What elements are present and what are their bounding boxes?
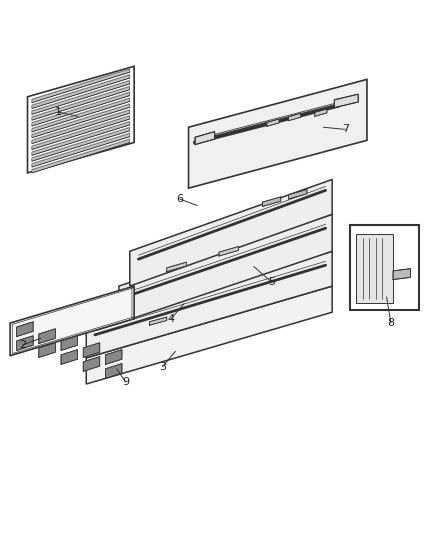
Text: 3: 3 <box>159 361 166 372</box>
Polygon shape <box>119 214 332 323</box>
Polygon shape <box>167 262 186 272</box>
Polygon shape <box>86 251 332 358</box>
Text: 7: 7 <box>342 124 349 134</box>
Polygon shape <box>10 286 134 356</box>
Polygon shape <box>86 286 332 384</box>
Polygon shape <box>267 119 279 126</box>
Polygon shape <box>17 336 33 351</box>
Polygon shape <box>83 357 100 372</box>
Text: 9: 9 <box>122 377 129 387</box>
Polygon shape <box>32 86 130 120</box>
Text: 5: 5 <box>268 277 275 287</box>
Polygon shape <box>32 127 130 161</box>
Polygon shape <box>106 364 122 378</box>
Polygon shape <box>32 80 130 115</box>
Polygon shape <box>289 189 307 199</box>
Polygon shape <box>32 116 130 149</box>
Polygon shape <box>130 180 332 286</box>
Polygon shape <box>32 75 130 109</box>
Polygon shape <box>393 269 410 279</box>
Polygon shape <box>83 343 100 358</box>
Text: 4: 4 <box>168 314 175 324</box>
Polygon shape <box>32 139 130 173</box>
Polygon shape <box>149 317 167 325</box>
Text: 6: 6 <box>177 194 184 204</box>
Polygon shape <box>17 322 33 336</box>
Polygon shape <box>32 110 130 143</box>
Polygon shape <box>32 122 130 155</box>
Polygon shape <box>219 246 239 256</box>
Polygon shape <box>315 109 327 116</box>
Polygon shape <box>61 336 78 351</box>
Polygon shape <box>188 79 367 188</box>
Text: 1: 1 <box>54 107 61 117</box>
Polygon shape <box>39 329 55 344</box>
Polygon shape <box>32 104 130 138</box>
Polygon shape <box>32 133 130 167</box>
Polygon shape <box>289 114 301 120</box>
Polygon shape <box>12 288 132 353</box>
Polygon shape <box>28 66 134 173</box>
Polygon shape <box>32 69 130 103</box>
Polygon shape <box>61 350 78 365</box>
Polygon shape <box>32 98 130 132</box>
Polygon shape <box>39 343 55 358</box>
Polygon shape <box>106 350 122 365</box>
Text: 8: 8 <box>387 318 395 328</box>
Polygon shape <box>262 197 281 206</box>
Polygon shape <box>356 234 393 303</box>
Text: 2: 2 <box>20 340 27 350</box>
Polygon shape <box>334 94 358 108</box>
Polygon shape <box>350 225 419 310</box>
Polygon shape <box>195 132 215 144</box>
Polygon shape <box>32 92 130 126</box>
